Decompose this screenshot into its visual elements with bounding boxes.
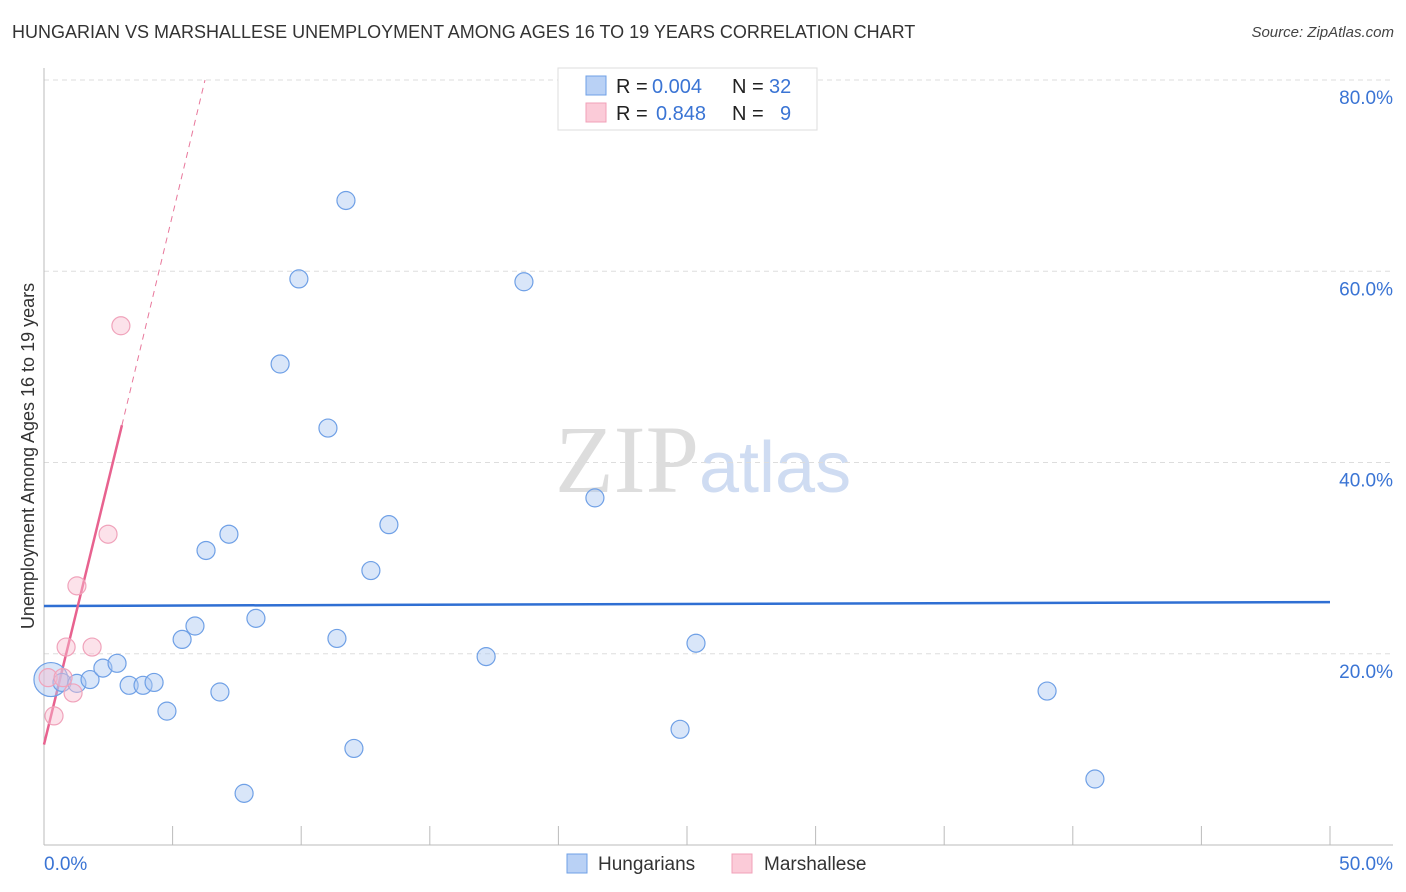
chart-title: HUNGARIAN VS MARSHALLESE UNEMPLOYMENT AM… [12,22,916,42]
hungarians-point [107,653,127,673]
legend-n-value: 32 [769,76,791,98]
legend-swatch-marshallese [585,102,607,123]
x-tick-label: 50.0% [1339,854,1393,875]
marshallese-point [63,683,83,703]
legend-n-label: N = [732,76,764,98]
hungarians-point [361,560,381,581]
y-tick-label: 20.0% [1339,662,1393,683]
hungarians-trend-line [43,600,1331,608]
hungarians-point [144,672,164,693]
bottom-legend-swatch-marshallese [731,853,753,874]
y-tick-label: 80.0% [1339,88,1393,109]
source-label: Source: ZipAtlas.com [1251,24,1394,41]
hungarians-point [119,675,139,695]
hungarians-point [80,669,100,690]
hungarians-point [234,783,254,803]
marshallese-point [53,668,73,688]
legend-n-value: 9 [780,103,791,125]
legend-r-value: 0.004 [652,76,702,98]
hungarians-point [514,272,534,292]
hungarians-point [172,629,192,650]
legend-r-label: R = [616,103,648,125]
hungarians-point [185,616,205,636]
hungarians-point [93,658,113,678]
hungarians-point [246,608,266,628]
hungarians-point [219,524,239,544]
legend: R = 0.004 N = 32 R = 0.848 N = 9 [557,67,818,131]
hungarians-point [210,682,230,702]
marshallese-point [38,668,58,688]
legend-n-label: N = [732,103,764,125]
legend-r-label: R = [616,76,648,98]
x-tick-label: 0.0% [44,854,87,875]
hungarians-point [327,628,347,649]
marshallese-point [98,524,118,544]
hungarians-point [1037,681,1057,701]
hungarians-point [157,701,177,721]
hungarians-point [379,515,399,535]
bottom-legend-marshallese: Marshallese [764,854,866,875]
hungarians-point [133,675,153,695]
legend-r-value: 0.848 [656,103,706,125]
marshallese-point [111,316,131,336]
bottom-legend-hungarians: Hungarians [598,854,695,875]
marshallese-point [82,637,102,657]
hungarians-point [585,488,605,508]
hungarians-point [270,354,290,374]
bottom-legend-swatch-hungarians [566,853,588,874]
marshallese-point [56,637,76,657]
y-axis-label: Unemployment Among Ages 16 to 19 years [18,283,38,629]
legend-swatch-hungarians [585,75,607,96]
hungarians-point [1085,769,1105,789]
marshallese-trend-extension [121,79,206,426]
bottom-legend: Hungarians Marshallese [566,853,866,875]
hungarians-point [476,647,496,667]
y-tick-label: 60.0% [1339,279,1393,300]
hungarians-point [196,540,216,561]
hungarians-point [670,719,690,739]
hungarians-point [336,190,356,211]
marshallese-point [44,706,64,726]
hungarians-point [318,418,338,438]
marshallese-point [67,576,87,596]
marshallese-trend-line [42,424,124,745]
y-tick-label: 40.0% [1339,471,1393,492]
hungarians-point [289,269,309,289]
hungarians-point [344,738,364,759]
hungarians-point [686,633,706,653]
